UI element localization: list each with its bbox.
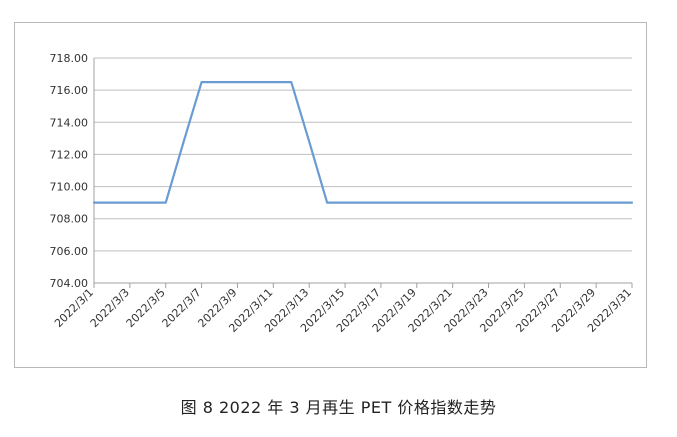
y-tick-label: 710.00 xyxy=(50,181,89,194)
y-tick-label: 704.00 xyxy=(50,277,89,290)
y-tick-label: 712.00 xyxy=(50,148,89,161)
figure-caption: 图 8 2022 年 3 月再生 PET 价格指数走势 xyxy=(180,398,497,417)
y-tick-label: 718.00 xyxy=(50,52,89,65)
chart-frame: 704.00 706.00 708.00 710.00 712.00 714.00 716.… xyxy=(14,22,647,368)
y-tick-label: 716.00 xyxy=(50,84,89,97)
y-tick-label: 714.00 xyxy=(50,116,89,129)
y-tick-label: 708.00 xyxy=(50,213,89,226)
y-tick-label: 706.00 xyxy=(50,245,89,258)
line-chart: 704.00 706.00 708.00 710.00 712.00 714.00 716.… xyxy=(50,52,635,335)
series-line xyxy=(92,81,634,204)
